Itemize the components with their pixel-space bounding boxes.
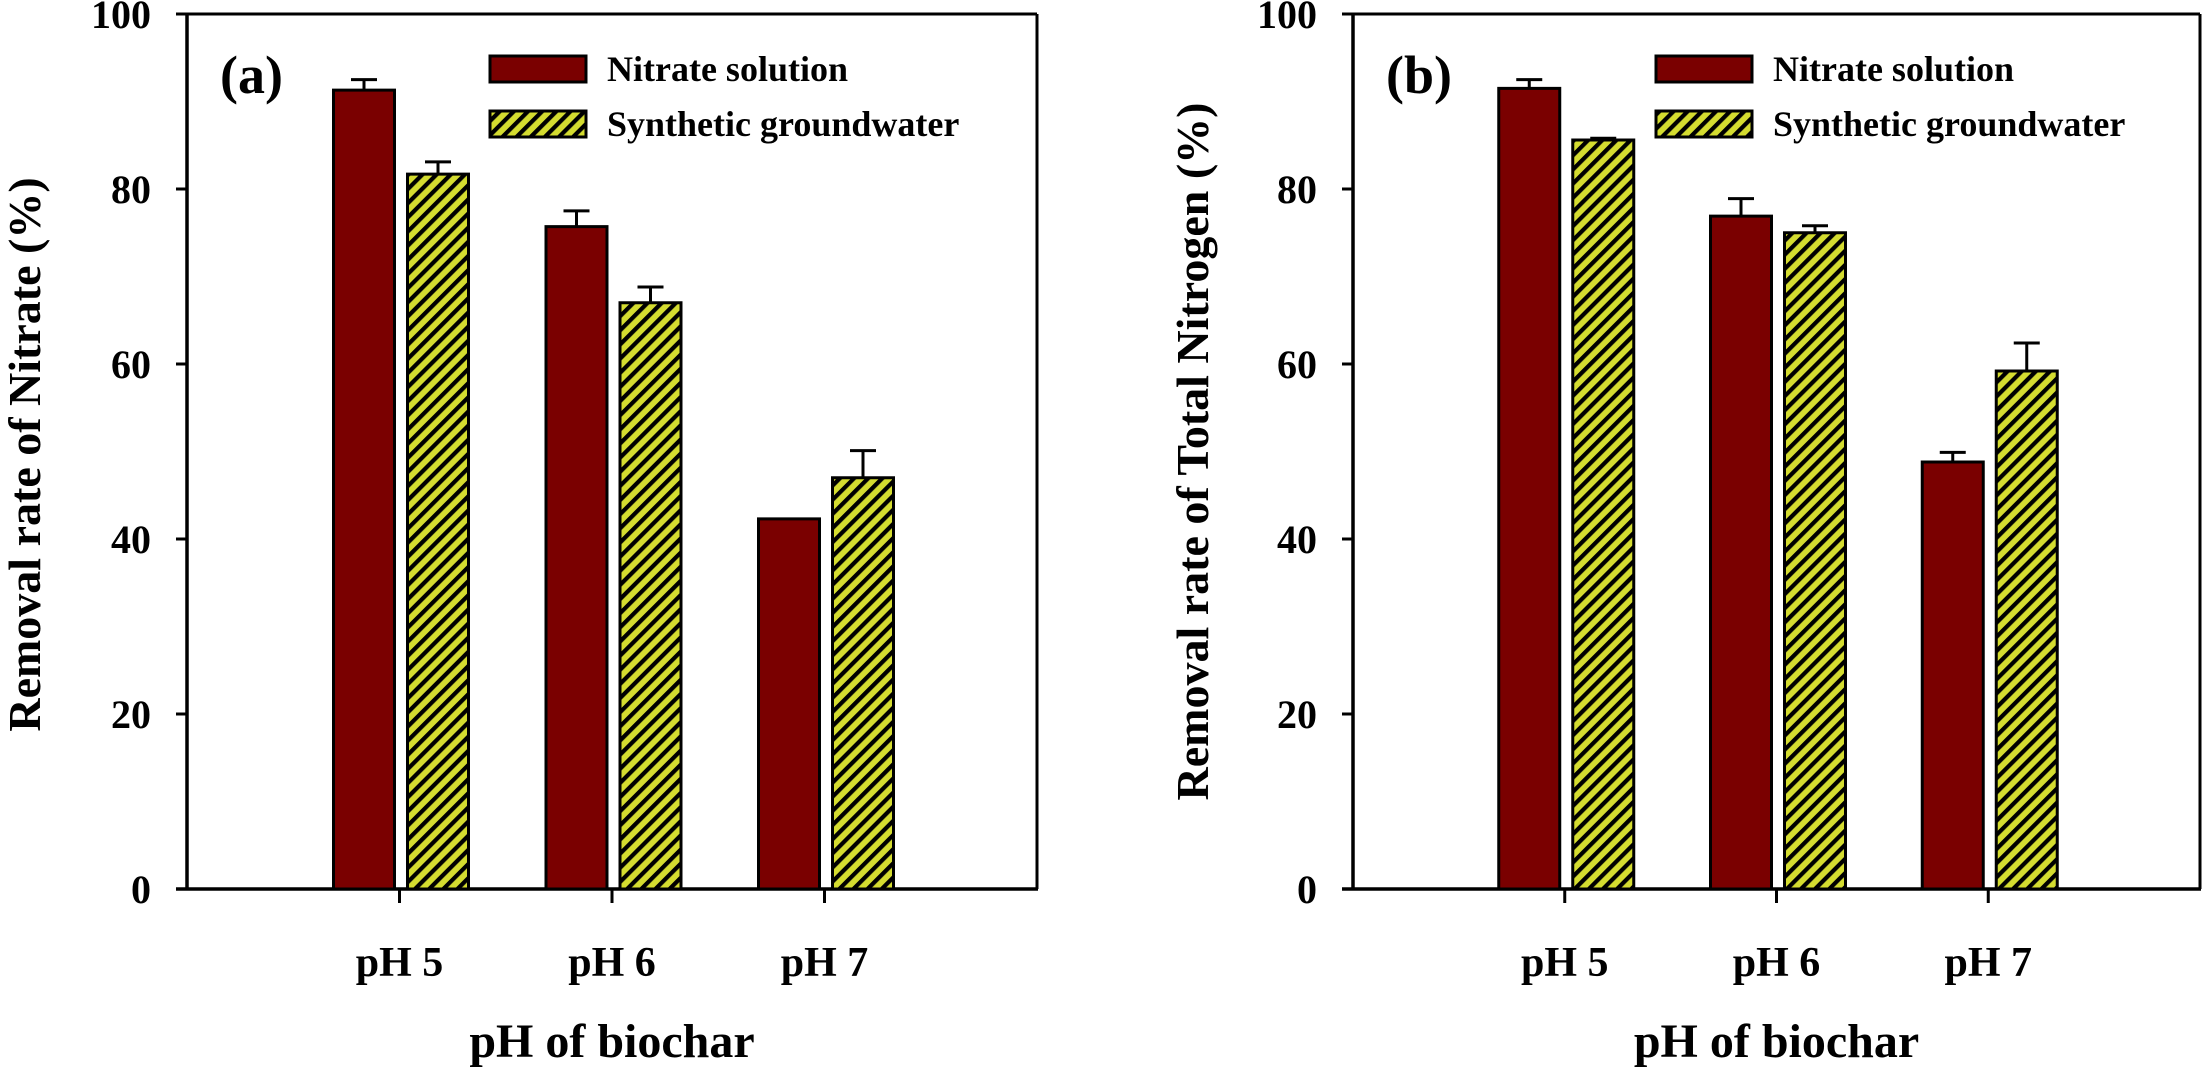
y-tick-label: 100 (91, 0, 151, 37)
bar-synthetic-groundwater (1783, 231, 1847, 891)
y-axis-title: Removal rate of Nitrate (%) (0, 177, 50, 731)
panel-label: (b) (1386, 45, 1452, 105)
bar-synthetic-groundwater (406, 172, 470, 891)
y-tick-label: 20 (1277, 692, 1317, 737)
legend-label: Synthetic groundwater (607, 104, 959, 144)
legend-label: Nitrate solution (607, 49, 848, 89)
x-axis-title: pH of biochar (469, 1015, 754, 1068)
bar-nitrate-solution (1709, 214, 1773, 891)
x-tick-label: pH 7 (1944, 940, 2032, 986)
legend-label: Synthetic groundwater (1773, 104, 2125, 144)
bar-synthetic-groundwater (618, 301, 683, 891)
y-tick-label: 60 (111, 342, 151, 387)
x-tick-label: pH 6 (568, 940, 656, 986)
y-tick-label: 0 (131, 867, 151, 912)
x-tick-label: pH 7 (781, 940, 869, 986)
y-tick-label: 80 (1277, 167, 1317, 212)
x-axis-title: pH of biochar (1634, 1015, 1919, 1068)
panel-a: 0 20 40 60 80 100 pH 5 pH 6 pH 7 (a) Nitrate solut… (0, 0, 1039, 1068)
panel-label: (a) (220, 45, 283, 105)
y-tick-label: 100 (1257, 0, 1317, 37)
bar-synthetic-groundwater (1571, 138, 1636, 891)
bar-synthetic-groundwater (831, 476, 895, 891)
x-tick-label: pH 6 (1733, 940, 1821, 986)
y-tick-label: 20 (111, 692, 151, 737)
legend-swatch-synthetic-groundwater (1654, 109, 1754, 139)
legend-swatch-synthetic-groundwater (488, 109, 588, 139)
x-tick-label: pH 5 (356, 940, 444, 986)
legend-swatch-nitrate-solution (488, 54, 588, 84)
legend-label: Nitrate solution (1773, 49, 2014, 89)
y-tick-label: 80 (111, 167, 151, 212)
bar-nitrate-solution (757, 517, 821, 891)
y-tick-label: 40 (1277, 517, 1317, 562)
legend-swatch-nitrate-solution (1654, 54, 1754, 84)
bar-nitrate-solution (544, 225, 609, 891)
y-tick-label: 60 (1277, 342, 1317, 387)
y-tick-label: 0 (1297, 867, 1317, 912)
x-tick-label: pH 5 (1521, 940, 1609, 986)
y-tick-label: 40 (111, 517, 151, 562)
bar-nitrate-solution (1920, 460, 1985, 891)
panel-b: 0 20 40 60 80 100 pH 5 pH 6 pH 7 (b) Nitrate solut… (1167, 0, 2202, 1068)
bar-synthetic-groundwater (1994, 369, 2059, 891)
y-axis-title: Removal rate of Total Nitrogen (%) (1167, 103, 1218, 801)
bar-nitrate-solution (1497, 86, 1562, 891)
bar-nitrate-solution (332, 88, 396, 891)
